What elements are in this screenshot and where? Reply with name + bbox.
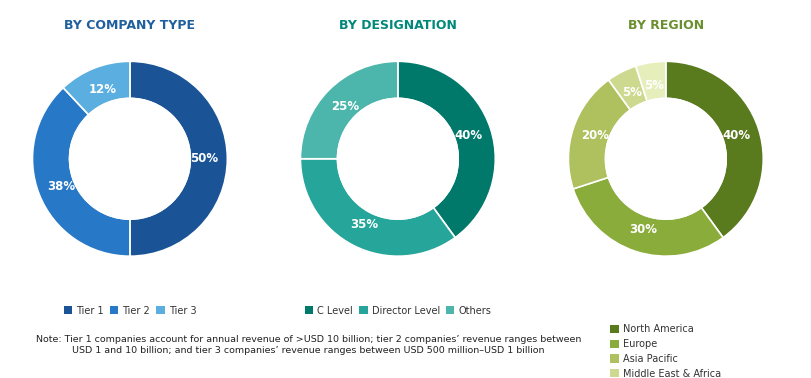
- Text: 38%: 38%: [47, 180, 75, 192]
- Legend: Tier 1, Tier 2, Tier 3: Tier 1, Tier 2, Tier 3: [60, 302, 200, 319]
- Text: 40%: 40%: [721, 129, 749, 143]
- Circle shape: [605, 98, 725, 219]
- Title: BY COMPANY TYPE: BY COMPANY TYPE: [64, 19, 195, 32]
- Wedge shape: [300, 61, 397, 159]
- Title: BY DESIGNATION: BY DESIGNATION: [338, 19, 457, 32]
- Wedge shape: [568, 80, 629, 189]
- Title: BY REGION: BY REGION: [627, 19, 703, 32]
- Text: 40%: 40%: [453, 129, 482, 143]
- Text: 5%: 5%: [621, 86, 642, 99]
- Legend: C Level, Director Level, Others: C Level, Director Level, Others: [300, 302, 495, 319]
- Wedge shape: [130, 61, 227, 256]
- Circle shape: [337, 98, 457, 219]
- Text: 25%: 25%: [331, 100, 359, 113]
- Circle shape: [70, 98, 190, 219]
- Text: 20%: 20%: [581, 129, 609, 143]
- Text: 50%: 50%: [190, 152, 218, 165]
- Text: 12%: 12%: [88, 84, 117, 96]
- Text: 5%: 5%: [643, 79, 663, 92]
- Text: 35%: 35%: [350, 218, 378, 231]
- Wedge shape: [300, 159, 455, 256]
- Wedge shape: [635, 61, 665, 101]
- Text: Note: Tier 1 companies account for annual revenue of >USD 10 billion; tier 2 com: Note: Tier 1 companies account for annua…: [36, 335, 581, 355]
- Wedge shape: [32, 88, 130, 256]
- Text: 30%: 30%: [629, 223, 656, 236]
- Wedge shape: [573, 177, 723, 256]
- Wedge shape: [63, 61, 130, 115]
- Legend: North America, Europe, Asia Pacific, Middle East & Africa, Latin America: North America, Europe, Asia Pacific, Mid…: [606, 320, 724, 378]
- Wedge shape: [397, 61, 495, 238]
- Wedge shape: [607, 66, 646, 110]
- Wedge shape: [665, 61, 762, 238]
